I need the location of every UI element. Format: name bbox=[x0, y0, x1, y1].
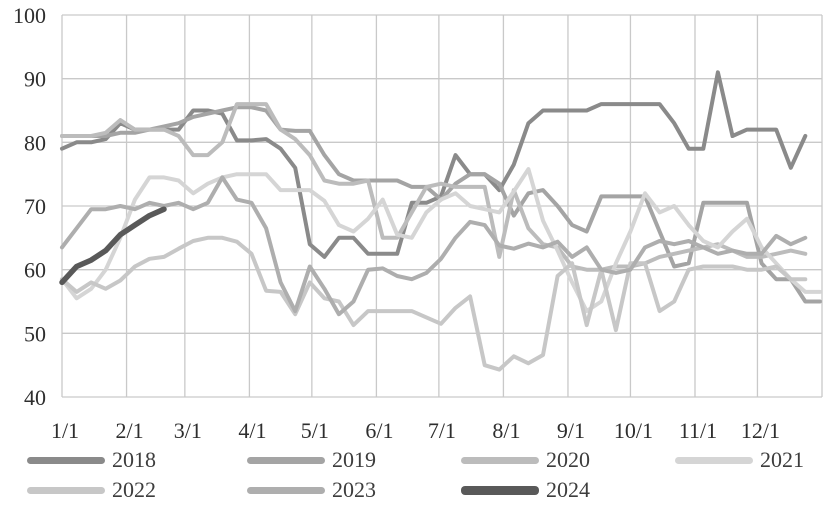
y-tick-label: 40 bbox=[24, 385, 46, 410]
x-tick-label: 10/1 bbox=[614, 418, 653, 443]
series-line-2020 bbox=[60, 102, 808, 272]
y-tick-label: 60 bbox=[24, 258, 46, 283]
x-tick-label: 5/1 bbox=[301, 418, 329, 443]
y-tick-label: 100 bbox=[13, 3, 46, 28]
series-line-2023 bbox=[60, 175, 808, 317]
y-tick-label: 70 bbox=[24, 194, 46, 219]
x-tick-label: 1/1 bbox=[51, 418, 79, 443]
x-tick-label: 7/1 bbox=[428, 418, 456, 443]
series-line-2024 bbox=[59, 206, 167, 286]
x-tick-label: 8/1 bbox=[492, 418, 520, 443]
x-tick-label: 3/1 bbox=[174, 418, 202, 443]
x-tick-label: 11/1 bbox=[679, 418, 717, 443]
y-tick-label: 90 bbox=[24, 67, 46, 92]
series-line-2021 bbox=[60, 167, 822, 314]
y-tick-label: 50 bbox=[24, 321, 46, 346]
x-tick-label: 9/1 bbox=[557, 418, 585, 443]
x-tick-label: 6/1 bbox=[365, 418, 393, 443]
y-tick-label: 80 bbox=[24, 130, 46, 155]
x-tick-label: 2/1 bbox=[115, 418, 143, 443]
x-tick-label: 12/1 bbox=[741, 418, 780, 443]
x-tick-label: 4/1 bbox=[238, 418, 266, 443]
series-line-2022 bbox=[60, 235, 808, 372]
